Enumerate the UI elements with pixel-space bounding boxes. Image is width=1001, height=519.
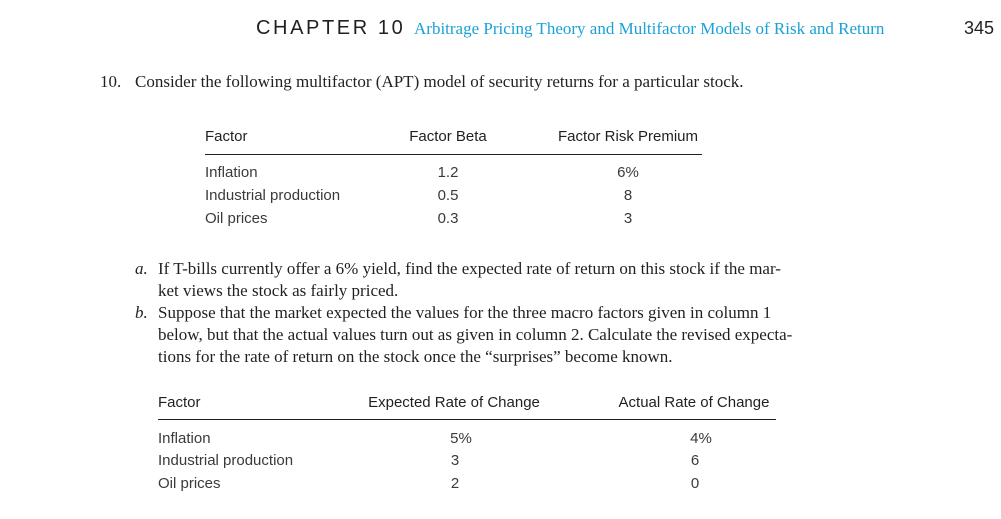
table1-row-1-factor: Inflation — [205, 164, 258, 181]
table1-row-3-factor: Oil prices — [205, 210, 268, 227]
table2-header-rule — [158, 419, 776, 420]
part-a: a. If T-bills currently offer a 6% yield… — [135, 258, 825, 302]
chapter-label: CHAPTER 10 — [256, 17, 406, 39]
table2-header-factor: Factor — [158, 394, 201, 411]
table2-row-1-actual: 4% — [690, 430, 712, 447]
table2-row-1-expected: 5% — [450, 430, 472, 447]
table1-header-factor: Factor — [205, 128, 248, 145]
part-b: b. Suppose that the market expected the … — [135, 302, 825, 368]
table2-header-actual: Actual Rate of Change — [618, 394, 770, 411]
page-number: 345 — [964, 18, 995, 38]
part-b-letter: b. — [135, 303, 148, 322]
table1-row-2-beta: 0.5 — [437, 187, 459, 204]
table2-row-3-actual: 0 — [690, 475, 700, 492]
problem-statement: Consider the following multifactor (APT)… — [135, 72, 744, 91]
table2-row-2-actual: 6 — [690, 452, 700, 469]
table2-row-3-factor: Oil prices — [158, 475, 221, 492]
part-a-line-2: ket views the stock as fairly priced. — [158, 281, 399, 300]
part-b-line-3: tions for the rate of return on the stoc… — [158, 347, 673, 366]
table1-row-3-beta: 0.3 — [437, 210, 459, 227]
problem-parts: a. If T-bills currently offer a 6% yield… — [135, 258, 825, 368]
part-b-line-1: Suppose that the market expected the val… — [158, 303, 772, 322]
table1-header-rule — [205, 154, 702, 155]
table2-row-1-factor: Inflation — [158, 430, 211, 447]
problem-number: 10. — [100, 72, 122, 91]
table1-header-premium: Factor Risk Premium — [557, 128, 699, 145]
table2-row-2-factor: Industrial production — [158, 452, 294, 469]
table1-row-2-factor: Industrial production — [205, 187, 341, 204]
table1-row-1-premium: 6% — [617, 164, 639, 181]
chapter-title: Arbitrage Pricing Theory and Multifactor… — [414, 19, 885, 38]
table1-row-3-premium: 3 — [623, 210, 633, 227]
table2-header-expected: Expected Rate of Change — [368, 394, 540, 411]
part-a-letter: a. — [135, 259, 148, 278]
part-a-line-1: If T-bills currently offer a 6% yield, f… — [158, 259, 781, 278]
part-b-line-2: below, but that the actual values turn o… — [158, 325, 793, 344]
table2-row-3-expected: 2 — [450, 475, 460, 492]
table2-row-2-expected: 3 — [450, 452, 460, 469]
table1-row-2-premium: 8 — [623, 187, 633, 204]
table1-row-1-beta: 1.2 — [437, 164, 459, 181]
table1-header-beta: Factor Beta — [409, 128, 487, 145]
